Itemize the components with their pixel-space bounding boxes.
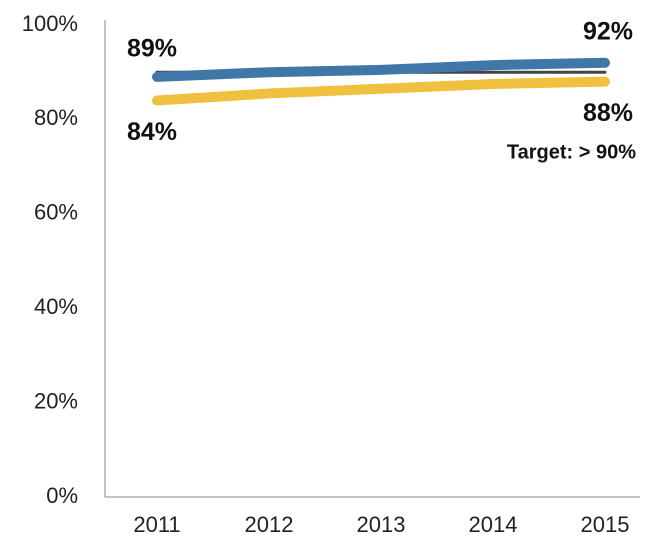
data-label: 84% — [127, 118, 177, 146]
x-tick-label: 2011 — [133, 512, 180, 537]
data-label: 88% — [583, 99, 633, 127]
y-tick-label: 20% — [34, 388, 78, 413]
data-label: 92% — [583, 17, 633, 45]
y-tick-label: 60% — [34, 200, 78, 225]
y-tick-label: 80% — [34, 105, 78, 130]
target-annotation: Target: > 90% — [507, 141, 636, 163]
series-line — [152, 76, 610, 106]
y-tick-label: 100% — [22, 11, 78, 36]
data-label: 89% — [127, 35, 177, 63]
y-tick-label: 0% — [46, 483, 78, 508]
x-tick-label: 2014 — [469, 512, 518, 537]
y-tick-label: 40% — [34, 294, 78, 319]
x-tick-label: 2015 — [581, 512, 630, 537]
x-tick-label: 2012 — [245, 512, 294, 537]
series-line — [152, 57, 610, 82]
x-tick-label: 2013 — [357, 512, 406, 537]
